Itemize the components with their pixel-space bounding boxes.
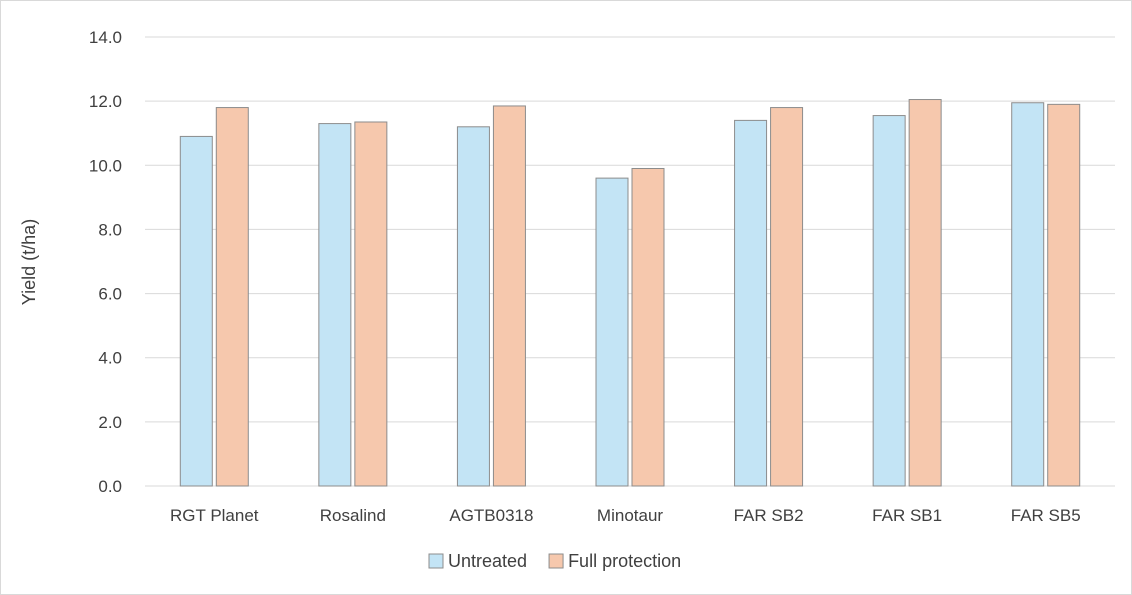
legend-label: Untreated xyxy=(448,551,527,571)
bar-full-protection xyxy=(492,105,526,487)
y-tick-label: 8.0 xyxy=(98,220,122,239)
legend-swatch xyxy=(428,553,444,569)
bar-full-protection xyxy=(908,99,942,487)
y-tick-label: 2.0 xyxy=(98,413,122,432)
y-tick-label: 4.0 xyxy=(98,349,122,368)
gridlines xyxy=(145,36,1115,487)
bar-full-protection xyxy=(1047,103,1081,487)
bar-untreated xyxy=(595,177,629,487)
bar-untreated xyxy=(1011,102,1045,487)
bars xyxy=(179,99,1081,487)
bar-full-protection xyxy=(354,121,388,487)
bar-full-protection xyxy=(770,107,804,487)
y-tick-label: 6.0 xyxy=(98,285,122,304)
x-tick-label: Minotaur xyxy=(597,506,663,525)
bar-untreated xyxy=(456,126,490,487)
x-axis-ticks: RGT Planet Rosalind AGTB0318 Minotaur FAR SB… xyxy=(170,506,1081,525)
bar-untreated xyxy=(734,119,768,487)
x-tick-label: RGT Planet xyxy=(170,506,259,525)
legend: Untreated Full protection xyxy=(428,551,681,571)
bar-untreated xyxy=(318,123,352,487)
y-tick-label: 0.0 xyxy=(98,477,122,496)
y-axis-title: Yield (t/ha) xyxy=(19,219,39,305)
x-tick-label: Rosalind xyxy=(320,506,386,525)
bar-full-protection xyxy=(215,107,249,487)
y-axis-ticks: 0.0 2.0 4.0 6.0 8.0 10.0 12.0 14.0 xyxy=(89,28,122,496)
y-tick-label: 10.0 xyxy=(89,156,122,175)
x-tick-label: AGTB0318 xyxy=(449,506,533,525)
x-tick-label: FAR SB1 xyxy=(872,506,942,525)
x-tick-label: FAR SB2 xyxy=(734,506,804,525)
legend-label: Full protection xyxy=(568,551,681,571)
bar-full-protection xyxy=(631,167,665,487)
y-tick-label: 12.0 xyxy=(89,92,122,111)
bar-untreated xyxy=(179,135,213,487)
y-tick-label: 14.0 xyxy=(89,28,122,47)
x-tick-label: FAR SB5 xyxy=(1011,506,1081,525)
legend-swatch xyxy=(548,553,564,569)
bar-untreated xyxy=(872,115,906,487)
